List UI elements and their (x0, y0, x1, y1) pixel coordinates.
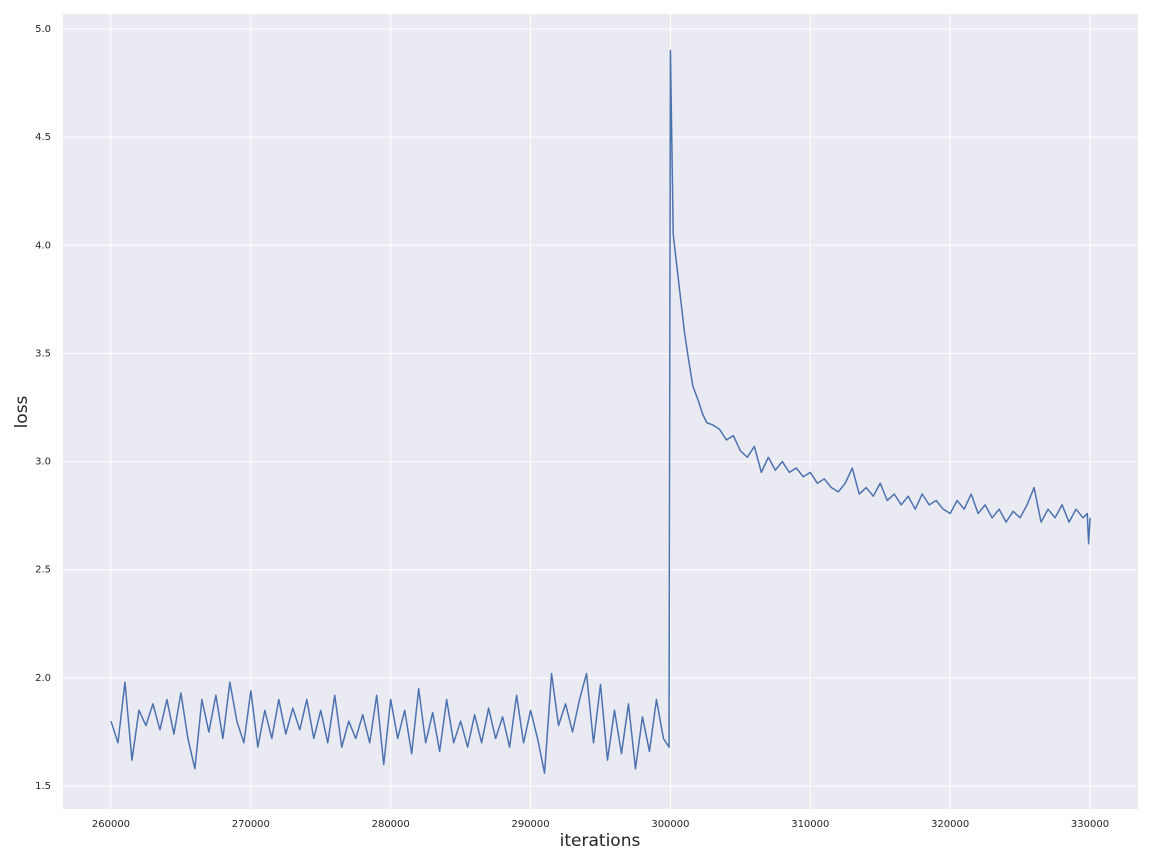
x-tick-label: 330000 (1071, 819, 1109, 830)
y-tick-label: 4.0 (35, 240, 51, 251)
y-tick-label: 5.0 (35, 24, 51, 35)
y-tick-label: 3.0 (35, 457, 51, 468)
y-tick-label: 2.5 (35, 565, 51, 576)
x-tick-label: 280000 (372, 819, 410, 830)
x-axis-label: iterations (560, 831, 641, 851)
x-tick-label: 290000 (511, 819, 549, 830)
y-tick-label: 4.5 (35, 132, 51, 143)
y-tick-label: 2.0 (35, 673, 51, 684)
x-tick-label: 300000 (651, 819, 689, 830)
loss-line (110, 49, 1091, 774)
plot-area (63, 14, 1138, 809)
x-tick-label: 320000 (931, 819, 969, 830)
y-tick-label: 1.5 (35, 781, 51, 792)
x-tick-label: 310000 (791, 819, 829, 830)
y-axis-label: loss (12, 395, 32, 428)
x-tick-label: 270000 (232, 819, 270, 830)
x-tick-label: 260000 (92, 819, 130, 830)
y-tick-label: 3.5 (35, 348, 51, 359)
